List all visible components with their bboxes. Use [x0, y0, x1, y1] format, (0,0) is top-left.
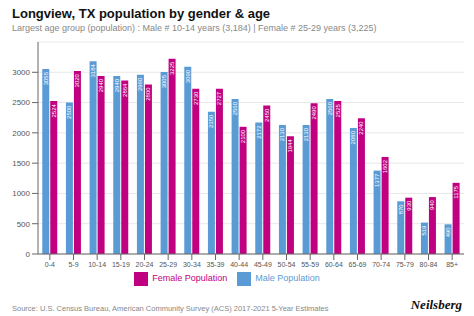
- html-text:Longview, TX population by gen: Longview, TX population by gender & age: [12, 6, 271, 21]
- svg-text:1944: 1944: [287, 139, 293, 153]
- svg-text:3005: 3005: [161, 74, 167, 88]
- svg-text:2727: 2727: [216, 91, 222, 105]
- svg-text:2000: 2000: [12, 129, 30, 138]
- svg-text:2240: 2240: [358, 121, 364, 135]
- svg-text:940: 940: [429, 199, 435, 210]
- html-text:Female Population: Female Population: [152, 273, 228, 284]
- svg-text:10-14: 10-14: [88, 261, 106, 268]
- svg-text:35-39: 35-39: [207, 261, 225, 268]
- svg-text:2130: 2130: [303, 127, 309, 141]
- svg-text:2350: 2350: [208, 114, 214, 128]
- svg-text:2940: 2940: [114, 78, 120, 92]
- svg-text:1377: 1377: [374, 173, 380, 187]
- svg-text:30-34: 30-34: [183, 261, 201, 268]
- svg-text:1602: 1602: [382, 159, 388, 173]
- svg-text:2560: 2560: [232, 101, 238, 115]
- svg-text:2800: 2800: [145, 87, 151, 101]
- svg-text:519: 519: [421, 225, 427, 236]
- svg-text:2080: 2080: [350, 130, 356, 144]
- svg-text:2960: 2960: [137, 77, 143, 91]
- svg-text:2500: 2500: [12, 98, 30, 107]
- svg-text:2500: 2500: [66, 105, 72, 119]
- svg-text:2172: 2172: [256, 125, 262, 139]
- svg-text:3184: 3184: [90, 63, 96, 77]
- svg-text:40-44: 40-44: [230, 261, 248, 268]
- svg-text:3000: 3000: [12, 68, 30, 77]
- svg-text:5-9: 5-9: [68, 261, 78, 268]
- svg-text:80-84: 80-84: [420, 261, 438, 268]
- svg-text:2864: 2864: [122, 83, 128, 97]
- svg-text:3090: 3090: [185, 69, 191, 83]
- svg-text:2490: 2490: [311, 106, 317, 120]
- svg-text:2560: 2560: [327, 101, 333, 115]
- svg-text:65-69: 65-69: [349, 261, 367, 268]
- svg-text:3225: 3225: [169, 61, 175, 75]
- svg-text:2524: 2524: [51, 103, 57, 117]
- svg-text:2525: 2525: [335, 103, 341, 117]
- svg-text:60-64: 60-64: [325, 261, 343, 268]
- svg-text:1000: 1000: [12, 189, 30, 198]
- svg-text:2130: 2130: [279, 127, 285, 141]
- svg-text:0-4: 0-4: [45, 261, 55, 268]
- html-text:Largest age group (population): Largest age group (population) : Male # …: [12, 23, 377, 33]
- svg-text:50-54: 50-54: [278, 261, 296, 268]
- svg-text:2730: 2730: [193, 91, 199, 105]
- svg-text:20-24: 20-24: [136, 261, 154, 268]
- svg-text:25-29: 25-29: [159, 261, 177, 268]
- svg-text:85+: 85+: [446, 261, 458, 268]
- svg-text:930: 930: [406, 200, 412, 211]
- svg-text:45-49: 45-49: [254, 261, 272, 268]
- svg-text:75-79: 75-79: [396, 261, 414, 268]
- svg-text:1175: 1175: [453, 185, 459, 199]
- svg-text:55-59: 55-59: [301, 261, 319, 268]
- html-text:Male Population: Male Population: [255, 273, 320, 284]
- svg-text:2100: 2100: [240, 129, 246, 143]
- svg-text:3020: 3020: [74, 73, 80, 87]
- html-text:Source: U.S. Census Bureau, Am: Source: U.S. Census Bureau, American Com…: [12, 304, 329, 313]
- svg-text:2450: 2450: [264, 108, 270, 122]
- svg-text:2940: 2940: [98, 78, 104, 92]
- svg-text:0: 0: [26, 250, 31, 259]
- html-text:Neilsberg: Neilsberg: [410, 297, 462, 312]
- svg-text:490: 490: [445, 227, 451, 238]
- svg-text:870: 870: [398, 204, 404, 215]
- svg-text:1500: 1500: [12, 159, 30, 168]
- svg-text:15-19: 15-19: [112, 261, 130, 268]
- svg-text:70-74: 70-74: [372, 261, 390, 268]
- svg-text:3055: 3055: [43, 71, 49, 85]
- svg-text:500: 500: [17, 220, 31, 229]
